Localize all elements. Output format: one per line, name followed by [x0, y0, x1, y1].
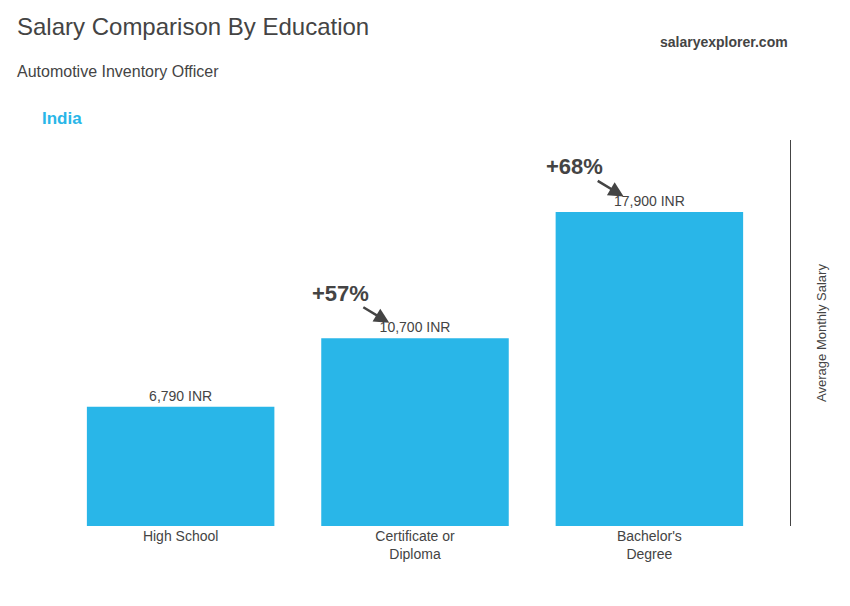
- svg-text:Bachelor'sDegree: Bachelor'sDegree: [617, 528, 682, 562]
- svg-text:High School: High School: [143, 528, 219, 544]
- svg-text:Average Monthly Salary: Average Monthly Salary: [814, 264, 829, 402]
- svg-text:Salary Comparison By Education: Salary Comparison By Education: [17, 13, 369, 40]
- svg-text:+68%: +68%: [546, 154, 603, 179]
- svg-text:+57%: +57%: [312, 281, 369, 306]
- svg-text:10,700 INR: 10,700 INR: [380, 319, 451, 335]
- svg-text:Automotive Inventory Officer: Automotive Inventory Officer: [17, 63, 219, 80]
- svg-text:Certificate orDiploma: Certificate orDiploma: [375, 528, 455, 562]
- svg-text:17,900 INR: 17,900 INR: [614, 193, 685, 209]
- svg-text:salaryexplorer.com: salaryexplorer.com: [660, 34, 788, 50]
- svg-text:India: India: [42, 109, 82, 128]
- svg-text:6,790 INR: 6,790 INR: [149, 388, 212, 404]
